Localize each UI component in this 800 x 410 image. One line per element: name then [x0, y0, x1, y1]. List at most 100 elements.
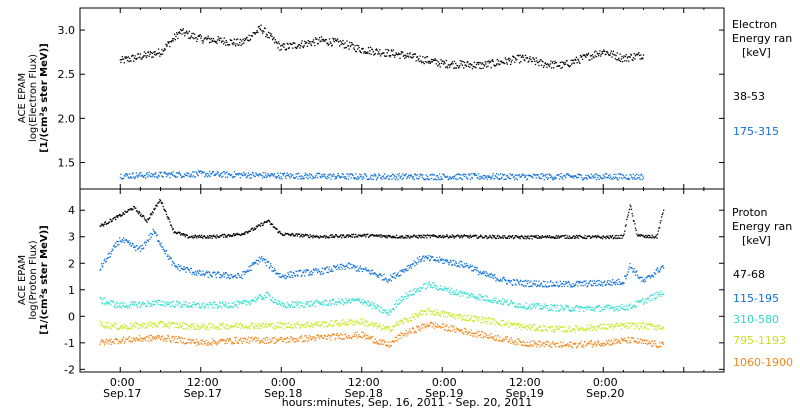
- proton-point-795-1193: [446, 312, 448, 314]
- electron-point-175-315: [292, 176, 294, 179]
- proton-point-115-195: [516, 279, 519, 282]
- proton-point-795-1193: [253, 326, 255, 328]
- proton-point-47-68: [635, 229, 637, 231]
- proton-point-47-68: [349, 235, 351, 237]
- proton-point-47-68: [216, 235, 219, 238]
- electron-point-38-53: [386, 52, 388, 54]
- proton-point-115-195: [396, 275, 398, 277]
- proton-point-795-1193: [321, 321, 323, 323]
- proton-point-1060-1900: [100, 341, 102, 343]
- proton-point-47-68: [646, 236, 649, 238]
- proton-point-310-580: [574, 307, 576, 309]
- electron-point-175-315: [204, 176, 206, 178]
- proton-point-310-580: [243, 299, 246, 301]
- proton-point-310-580: [261, 297, 264, 299]
- electron-point-175-315: [325, 177, 327, 179]
- proton-point-115-195: [432, 256, 434, 258]
- electron-point-38-53: [510, 61, 512, 63]
- electron-point-38-53: [412, 56, 415, 58]
- electron-point-175-315: [376, 177, 378, 179]
- proton-point-795-1193: [506, 324, 508, 326]
- proton-point-115-195: [430, 255, 432, 257]
- proton-point-115-195: [304, 275, 306, 277]
- proton-point-47-68: [342, 234, 344, 236]
- proton-point-310-580: [626, 307, 629, 310]
- electron-point-175-315: [461, 178, 463, 180]
- proton-point-795-1193: [322, 326, 325, 328]
- proton-point-795-1193: [447, 316, 449, 318]
- proton-point-310-580: [198, 304, 201, 306]
- electron-point-175-315: [251, 172, 254, 174]
- proton-point-47-68: [408, 237, 411, 239]
- proton-point-115-195: [333, 265, 335, 267]
- electron-point-175-315: [273, 173, 276, 175]
- proton-point-47-68: [526, 235, 528, 238]
- electron-point-175-315: [198, 171, 201, 173]
- proton-point-795-1193: [379, 323, 381, 325]
- proton-point-47-68: [314, 235, 316, 238]
- proton-point-47-68: [333, 236, 335, 239]
- electron-point-175-315: [326, 176, 329, 178]
- proton-point-310-580: [176, 300, 178, 303]
- proton-point-795-1193: [278, 322, 280, 324]
- electron-point-38-53: [242, 38, 244, 40]
- electron-point-175-315: [507, 176, 509, 179]
- proton-point-47-68: [548, 236, 550, 238]
- proton-point-115-195: [138, 247, 140, 249]
- proton-point-795-1193: [178, 326, 180, 329]
- proton-point-47-68: [595, 237, 598, 239]
- proton-point-795-1193: [140, 324, 142, 326]
- proton-point-47-68: [631, 213, 633, 215]
- proton-point-115-195: [300, 275, 303, 278]
- electron-point-175-315: [226, 171, 228, 173]
- electron-point-38-53: [602, 52, 604, 55]
- proton-point-115-195: [161, 246, 163, 248]
- electron-point-38-53: [165, 45, 168, 47]
- electron-data-points: [119, 24, 645, 181]
- proton-point-47-68: [99, 225, 101, 227]
- electron-point-175-315: [170, 173, 172, 175]
- proton-point-310-580: [339, 301, 341, 303]
- proton-point-47-68: [145, 220, 148, 222]
- proton-point-795-1193: [453, 314, 455, 316]
- electron-point-38-53: [375, 49, 377, 51]
- electron-point-175-315: [565, 177, 567, 179]
- electron-point-175-315: [174, 176, 176, 178]
- proton-point-115-195: [311, 273, 313, 276]
- proton-point-795-1193: [413, 315, 415, 317]
- electron-point-38-53: [185, 31, 187, 33]
- proton-point-795-1193: [515, 322, 517, 325]
- proton-point-795-1193: [296, 323, 298, 325]
- electron-point-38-53: [519, 54, 521, 56]
- electron-point-175-315: [620, 177, 623, 179]
- proton-point-47-68: [262, 224, 264, 226]
- proton-point-47-68: [257, 224, 260, 226]
- proton-point-47-68: [574, 236, 576, 238]
- electron-point-38-53: [418, 58, 420, 60]
- proton-point-795-1193: [327, 324, 329, 327]
- electron-point-38-53: [546, 66, 548, 68]
- proton-point-795-1193: [627, 327, 629, 329]
- proton-point-115-195: [139, 246, 141, 248]
- electron-point-175-315: [475, 174, 478, 177]
- electron-point-38-53: [337, 38, 339, 40]
- electron-point-175-315: [161, 175, 163, 177]
- proton-point-115-195: [447, 262, 449, 264]
- proton-point-115-195: [151, 233, 153, 235]
- proton-point-310-580: [297, 304, 299, 306]
- proton-point-47-68: [350, 236, 352, 238]
- proton-point-115-195: [159, 243, 161, 245]
- proton-point-115-195: [285, 278, 287, 280]
- electron-point-38-53: [361, 48, 364, 50]
- proton-point-310-580: [375, 308, 377, 310]
- proton-point-47-68: [232, 234, 234, 236]
- proton-point-47-68: [447, 235, 449, 237]
- electron-point-38-53: [541, 60, 543, 62]
- proton-point-310-580: [402, 298, 404, 300]
- proton-point-310-580: [322, 302, 325, 304]
- proton-point-47-68: [614, 235, 616, 237]
- proton-point-310-580: [230, 305, 232, 308]
- proton-point-115-195: [129, 242, 131, 244]
- proton-point-310-580: [631, 307, 633, 309]
- electron-point-38-53: [547, 64, 549, 66]
